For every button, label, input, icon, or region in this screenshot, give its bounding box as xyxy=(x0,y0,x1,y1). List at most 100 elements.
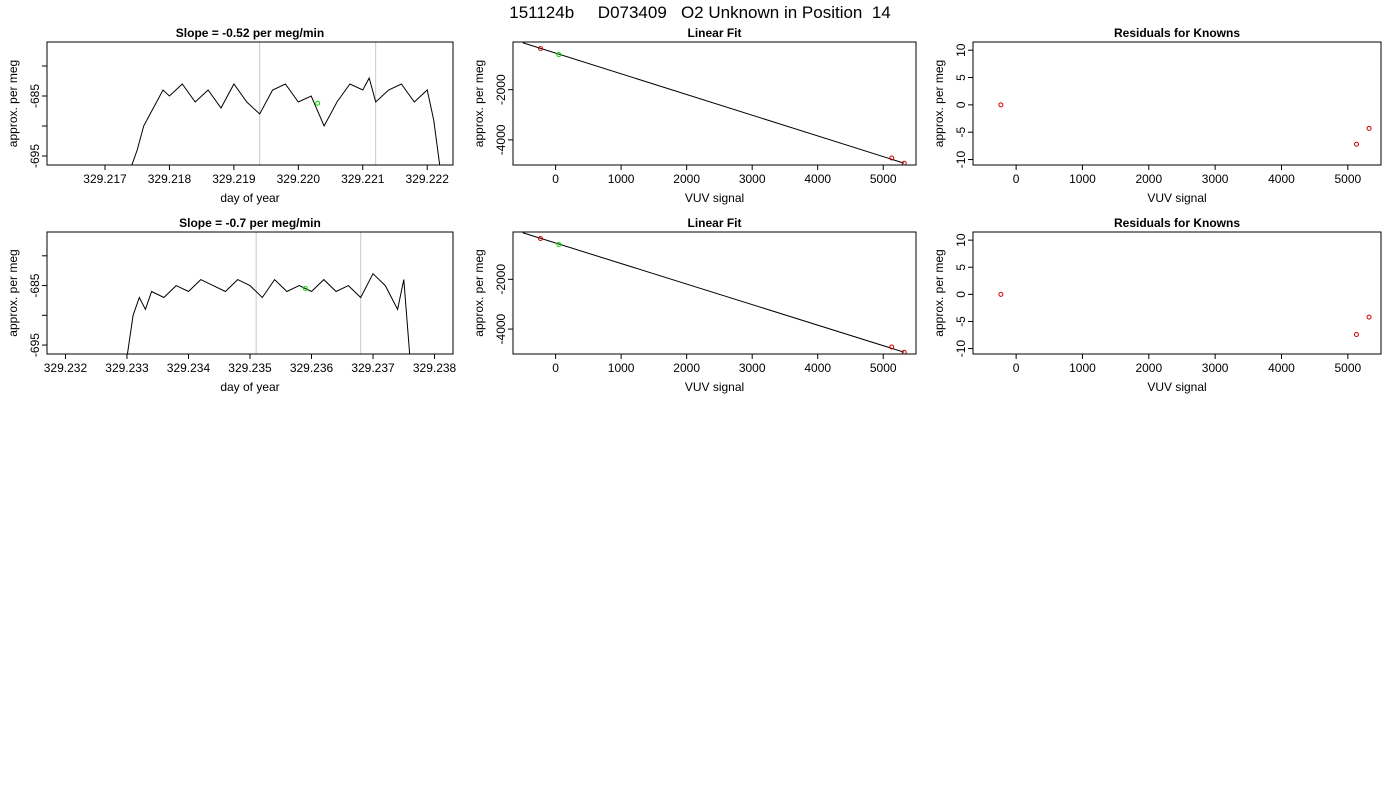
x-tick-label: 4000 xyxy=(804,172,831,186)
chart-panel-lf2: Linear Fit 0 1000 2000 3000 4000 5000 VUV signa… xyxy=(472,216,917,394)
figure-title: 151124b D073409 O2 Unknown in Position 1… xyxy=(509,3,891,22)
x-tick-label: 329.234 xyxy=(167,361,211,375)
x-tick-label: 1000 xyxy=(608,172,635,186)
data-point xyxy=(302,286,308,292)
x-axis-label: VUV signal xyxy=(685,380,744,394)
y-axis-label: approx. per meg xyxy=(6,249,20,336)
fit-line xyxy=(522,42,905,164)
x-tick-label: 0 xyxy=(1013,172,1020,186)
x-tick-label: 2000 xyxy=(1135,172,1162,186)
y-tick-label: -2000 xyxy=(494,264,508,295)
y-tick-label: -2000 xyxy=(494,74,508,105)
x-tick-label: 329.233 xyxy=(105,361,149,375)
plot-frame xyxy=(972,231,1382,355)
x-tick-label: 329.217 xyxy=(83,172,127,186)
x-tick-label: 0 xyxy=(1013,361,1020,375)
y-tick-label: 0 xyxy=(954,101,968,108)
x-tick-label: 3000 xyxy=(1202,172,1229,186)
y-tick-label: -685 xyxy=(28,84,42,108)
x-tick-label: 329.221 xyxy=(341,172,385,186)
series-line xyxy=(126,272,411,354)
x-tick-label: 5000 xyxy=(870,361,897,375)
x-tick-label: 329.218 xyxy=(148,172,192,186)
data-point xyxy=(538,46,544,52)
chart-title: Slope = -0.7 per meg/min xyxy=(179,216,321,230)
y-tick-label: 5 xyxy=(954,74,968,81)
x-tick-label: 2000 xyxy=(673,172,700,186)
y-tick-label: 10 xyxy=(954,233,968,247)
data-point xyxy=(1366,314,1372,320)
chart-title: Residuals for Knowns xyxy=(1114,216,1240,230)
data-point xyxy=(556,241,562,247)
x-tick-label: 329.219 xyxy=(212,172,256,186)
data-point xyxy=(1366,125,1372,131)
data-point xyxy=(901,160,907,165)
y-tick-label: -4000 xyxy=(494,313,508,344)
y-axis-label: approx. per meg xyxy=(6,60,20,147)
y-tick-label: -10 xyxy=(954,151,968,169)
plot-area xyxy=(126,232,411,354)
data-point xyxy=(998,102,1004,108)
plot-frame xyxy=(512,231,917,355)
data-point xyxy=(315,100,321,106)
x-tick-label: 4000 xyxy=(1268,172,1295,186)
data-point xyxy=(889,344,895,350)
x-tick-label: 2000 xyxy=(1135,361,1162,375)
x-tick-label: 3000 xyxy=(1202,361,1229,375)
plot-area xyxy=(522,232,907,354)
y-axis-label: approx. per meg xyxy=(932,60,946,147)
x-tick-label: 329.237 xyxy=(351,361,395,375)
plot-frame xyxy=(46,231,454,355)
y-tick-label: 10 xyxy=(954,43,968,57)
data-point xyxy=(889,155,895,161)
data-point xyxy=(901,349,907,354)
y-axis-label: approx. per meg xyxy=(472,60,486,147)
plot-area xyxy=(131,42,441,165)
x-tick-label: 4000 xyxy=(804,361,831,375)
x-tick-label: 1000 xyxy=(1069,172,1096,186)
chart-title: Linear Fit xyxy=(687,216,741,230)
x-tick-label: 329.236 xyxy=(290,361,334,375)
x-tick-label: 329.220 xyxy=(277,172,321,186)
series-line xyxy=(131,76,441,165)
y-axis-label: approx. per meg xyxy=(472,249,486,336)
data-point xyxy=(998,291,1004,297)
x-tick-label: 5000 xyxy=(870,172,897,186)
x-tick-label: 1000 xyxy=(608,361,635,375)
x-tick-label: 4000 xyxy=(1268,361,1295,375)
x-tick-label: 329.238 xyxy=(413,361,457,375)
chart-title: Linear Fit xyxy=(687,26,741,40)
y-tick-label: 5 xyxy=(954,264,968,271)
chart-title: Slope = -0.52 per meg/min xyxy=(176,26,324,40)
plot-frame xyxy=(512,41,917,166)
y-axis-label: approx. per meg xyxy=(932,249,946,336)
x-axis-label: day of year xyxy=(220,380,279,394)
y-tick-label: -695 xyxy=(28,144,42,168)
x-tick-label: 3000 xyxy=(739,361,766,375)
chart-title: Residuals for Knowns xyxy=(1114,26,1240,40)
x-axis-label: VUV signal xyxy=(1147,380,1206,394)
chart-panel-ts1: Slope = -0.52 per meg/min 329.217 329.218 3… xyxy=(6,26,454,205)
x-axis-label: VUV signal xyxy=(685,191,744,205)
chart-panel-lf1: Linear Fit 0 1000 2000 3000 4000 5000 VUV signa… xyxy=(472,26,917,205)
y-tick-label: -4000 xyxy=(494,124,508,155)
x-tick-label: 329.235 xyxy=(228,361,272,375)
plot-frame xyxy=(972,41,1382,166)
x-tick-label: 5000 xyxy=(1334,172,1361,186)
plot-area xyxy=(998,102,1372,147)
data-point xyxy=(556,52,562,58)
x-axis-label: day of year xyxy=(220,191,279,205)
y-tick-label: -685 xyxy=(28,273,42,297)
fit-line xyxy=(522,232,905,353)
y-tick-label: -10 xyxy=(954,340,968,358)
x-tick-label: 329.222 xyxy=(406,172,450,186)
x-tick-label: 2000 xyxy=(673,361,700,375)
x-tick-label: 1000 xyxy=(1069,361,1096,375)
plot-area xyxy=(998,291,1372,337)
x-tick-label: 329.232 xyxy=(44,361,88,375)
plot-area xyxy=(522,42,907,165)
data-point xyxy=(1353,141,1359,147)
y-tick-label: 0 xyxy=(954,291,968,298)
chart-panel-res1: Residuals for Knowns 0 1000 2000 3000 4000 500… xyxy=(932,26,1382,205)
